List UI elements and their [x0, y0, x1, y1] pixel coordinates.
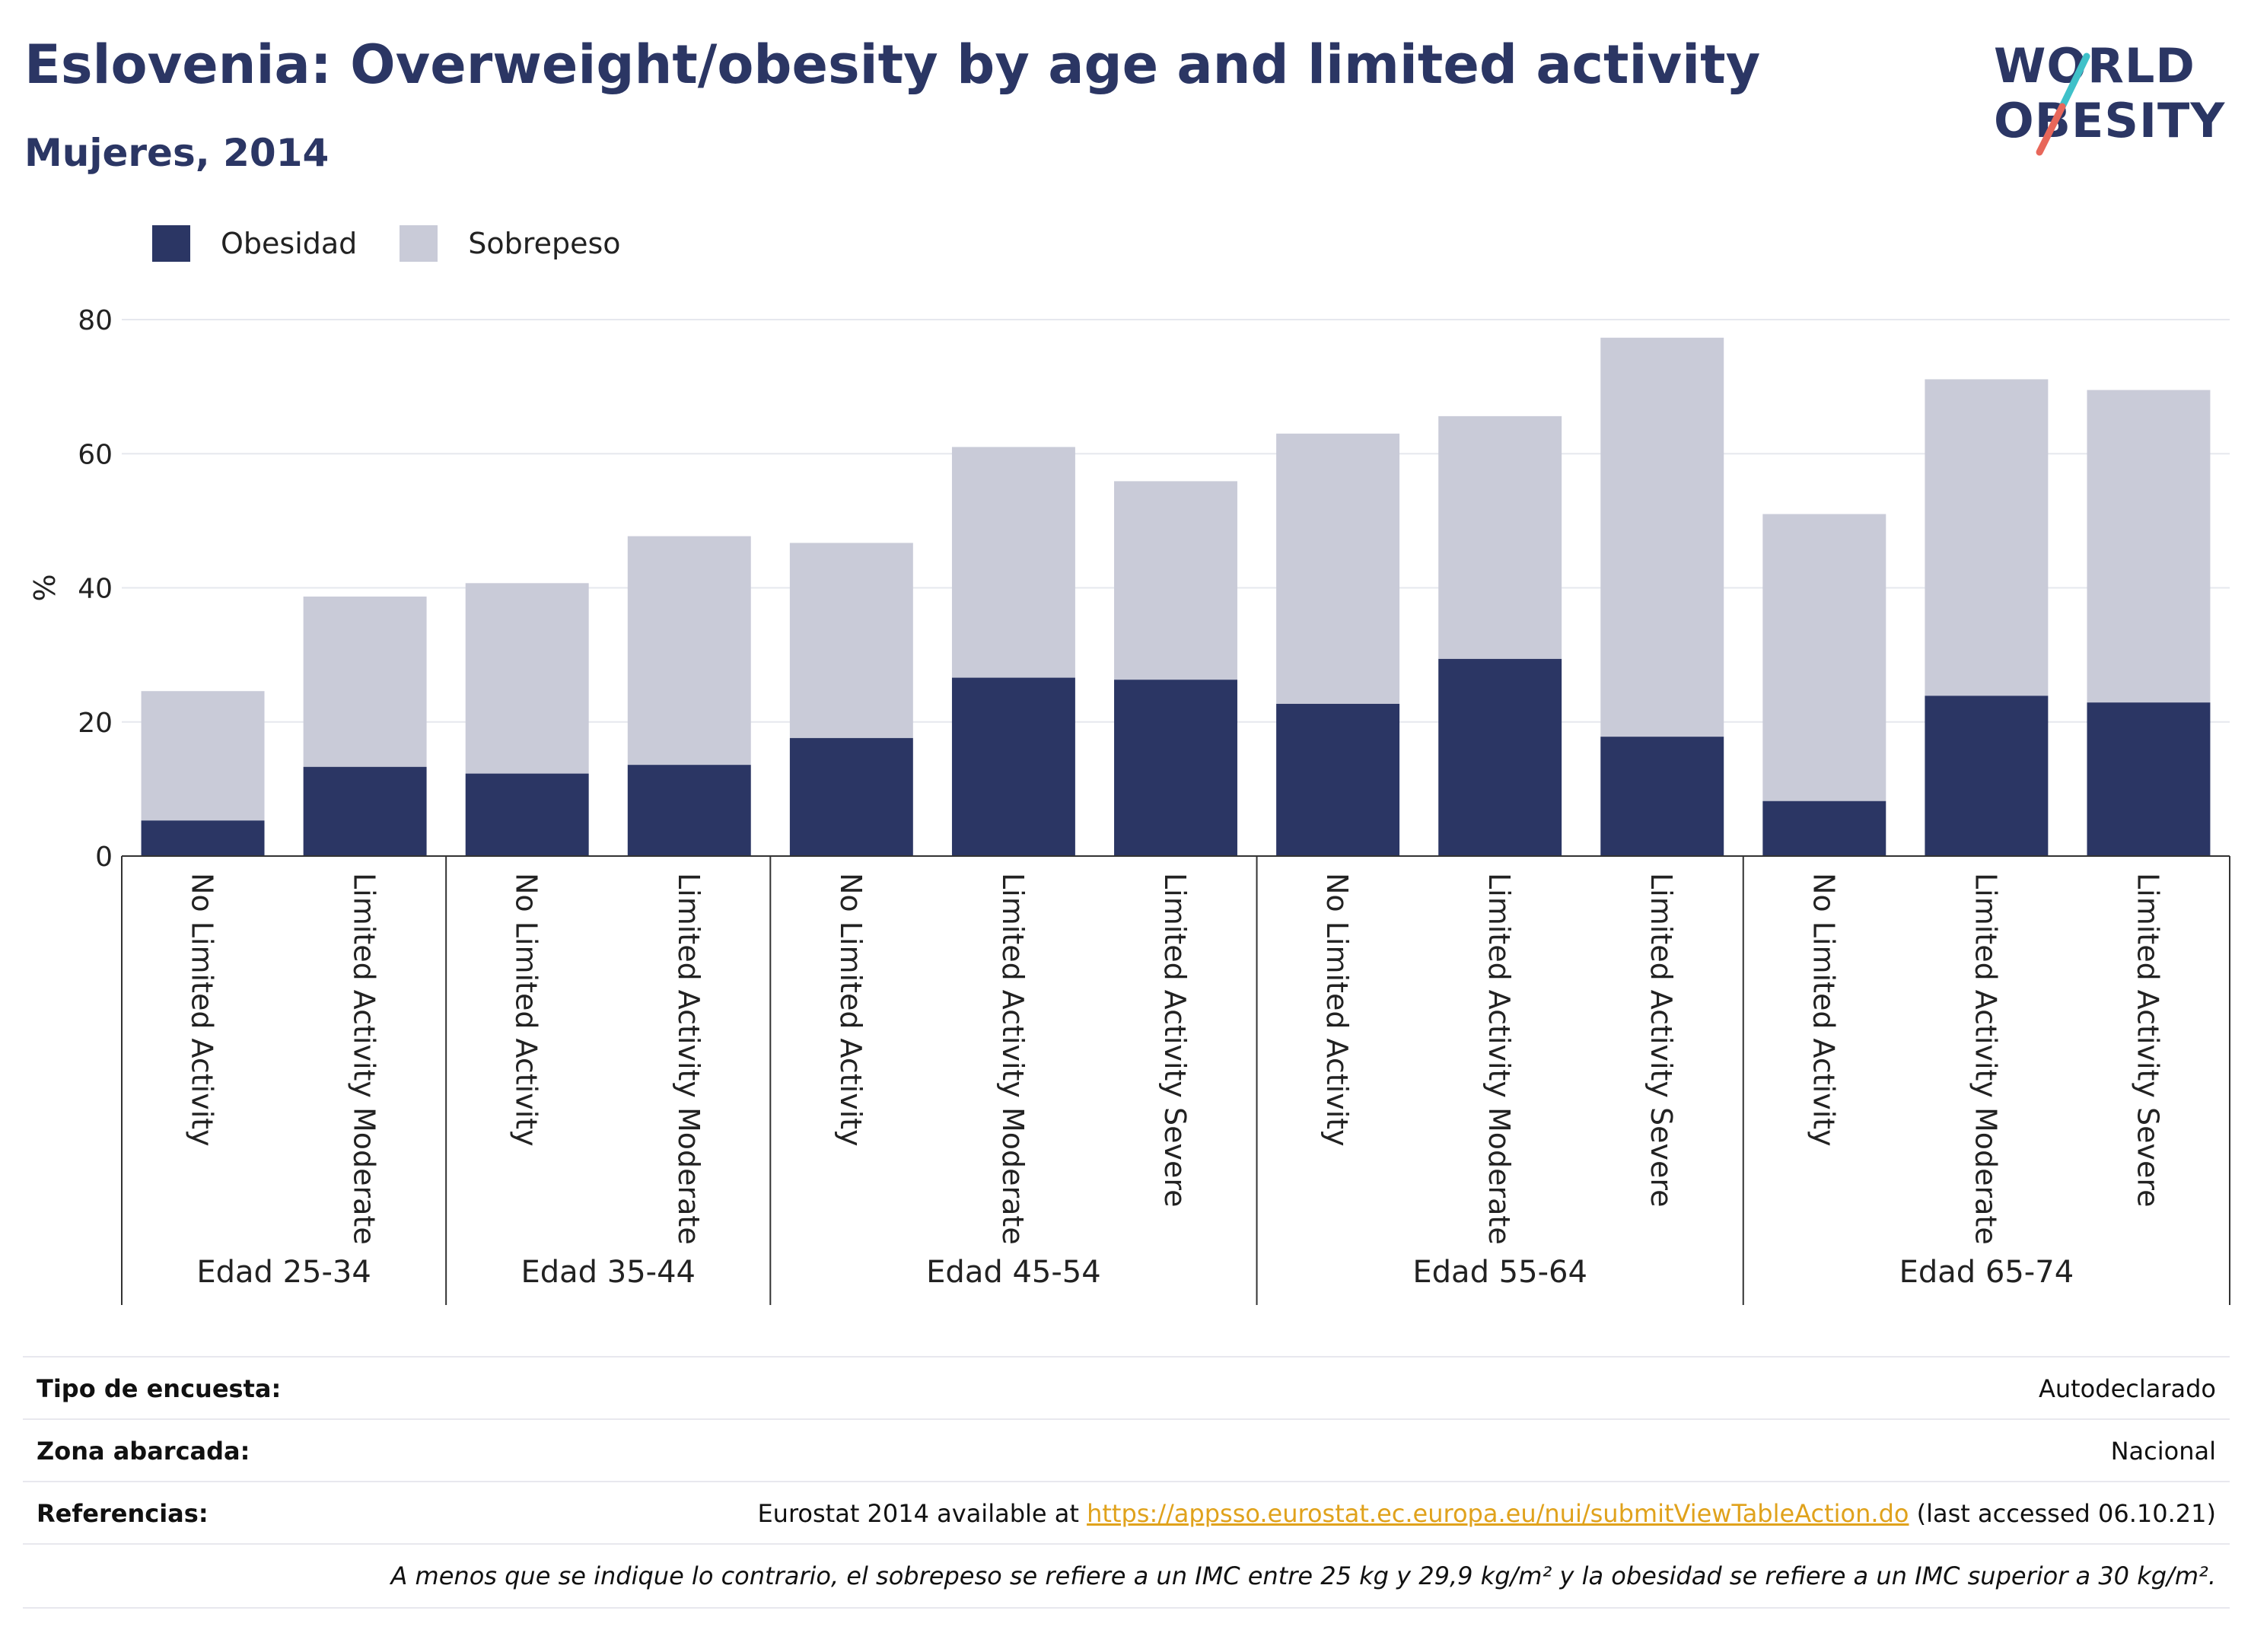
area-label: Zona abarcada:	[37, 1437, 250, 1466]
bar-overweight	[1762, 514, 1886, 801]
bar-obesity	[789, 737, 913, 856]
info-row-note: A menos que se indique lo contrario, el …	[23, 1543, 2230, 1609]
group-label: Edad 35-44	[521, 1255, 696, 1290]
refs-value: Eurostat 2014 available at https://appss…	[757, 1499, 2216, 1528]
y-tick-label: 80	[78, 305, 113, 336]
bar-obesity	[627, 765, 751, 856]
survey-label: Tipo de encuesta:	[37, 1374, 282, 1403]
x-tick-label: Limited Activity Severe	[2131, 873, 2164, 1208]
x-tick-label: Limited Activity Moderate	[672, 873, 705, 1245]
bar-overweight	[1276, 433, 1400, 704]
bar-overweight	[141, 691, 265, 821]
bar-overweight	[1600, 337, 1724, 737]
bar-obesity	[1438, 658, 1562, 856]
legend-item-obesity: Obesidad	[152, 225, 357, 262]
bar-chart: 0 20 40 60 80% No Limited Activity Limited Act…	[28, 305, 2230, 1305]
definition-note: A menos que se indique lo contrario, el …	[390, 1561, 2216, 1590]
bar-obesity	[1600, 737, 1724, 856]
refs-label: Referencias:	[37, 1499, 209, 1528]
bar-overweight	[1114, 481, 1237, 680]
x-tick-label: No Limited Activity	[1320, 873, 1354, 1147]
bar-obesity	[2087, 702, 2211, 856]
x-tick-label: Limited Activity Severe	[1158, 873, 1192, 1208]
survey-value: Autodeclarado	[2038, 1374, 2216, 1403]
x-tick-label: Limited Activity Moderate	[996, 873, 1030, 1245]
x-tick-label: No Limited Activity	[510, 873, 543, 1147]
bar-obesity	[141, 820, 265, 856]
legend-item-overweight: Sobrepeso	[400, 225, 621, 262]
bar-overweight	[1438, 415, 1562, 659]
group-label: Edad 25-34	[196, 1255, 371, 1290]
bar-obesity	[951, 677, 1075, 856]
group-label: Edad 65-74	[1899, 1255, 2074, 1290]
bar-obesity	[303, 766, 427, 856]
y-tick-label: 0	[95, 842, 113, 873]
world-obesity-logo: WORLD OBESITY	[1979, 30, 2237, 167]
bar-obesity	[465, 773, 589, 856]
bar-obesity	[1762, 801, 1886, 856]
logo-word-2: OBESITY	[1994, 93, 2226, 148]
y-tick-label: 40	[78, 574, 113, 605]
group-label: Edad 45-54	[926, 1255, 1101, 1290]
x-tick-label: No Limited Activity	[186, 873, 219, 1147]
logo-slash-icon	[2036, 53, 2090, 156]
legend-label-obesity: Obesidad	[221, 227, 358, 260]
x-tick-label: Limited Activity Moderate	[1969, 873, 2002, 1245]
bar-overweight	[627, 536, 751, 766]
area-value: Nacional	[2110, 1437, 2216, 1466]
bar-overweight	[2087, 390, 2211, 703]
x-tick-label: Limited Activity Moderate	[1482, 873, 1516, 1245]
bar-obesity	[1276, 703, 1400, 856]
x-tick-label: Limited Activity Moderate	[348, 873, 381, 1245]
y-tick-label: 60	[78, 439, 113, 470]
refs-prefix: Eurostat 2014 available at	[757, 1499, 1087, 1528]
chart-title: Eslovenia: Overweight/obesity by age and…	[24, 33, 1761, 96]
legend-swatch-overweight	[400, 225, 438, 262]
chart-subtitle: Mujeres, 2014	[24, 131, 330, 175]
x-tick-label: No Limited Activity	[834, 873, 868, 1147]
info-row-survey: Tipo de encuesta: Autodeclarado	[23, 1356, 2230, 1420]
y-axis-label: %	[28, 574, 62, 601]
y-tick-label: 20	[78, 708, 113, 739]
info-row-area: Zona abarcada: Nacional	[23, 1418, 2230, 1482]
refs-suffix: (last accessed 06.10.21)	[1909, 1499, 2216, 1528]
group-label: Edad 55-64	[1412, 1255, 1587, 1290]
bar-overweight	[465, 583, 589, 774]
bar-overweight	[789, 543, 913, 738]
logo-word-1: WORLD	[1994, 38, 2195, 94]
x-tick-label: Limited Activity Severe	[1644, 873, 1678, 1208]
bar-overweight	[1925, 379, 2049, 696]
bar-overweight	[303, 596, 427, 767]
legend-swatch-obesity	[152, 225, 190, 262]
refs-link[interactable]: https://appsso.eurostat.ec.europa.eu/nui…	[1087, 1499, 1909, 1528]
bar-obesity	[1114, 680, 1237, 856]
bar-overweight	[951, 447, 1075, 678]
x-tick-label: No Limited Activity	[1807, 873, 1840, 1147]
legend-label-overweight: Sobrepeso	[468, 227, 621, 260]
bar-obesity	[1925, 695, 2049, 856]
info-row-refs: Referencias: Eurostat 2014 available at …	[23, 1481, 2230, 1545]
chart-legend: Obesidad Sobrepeso	[152, 225, 664, 262]
